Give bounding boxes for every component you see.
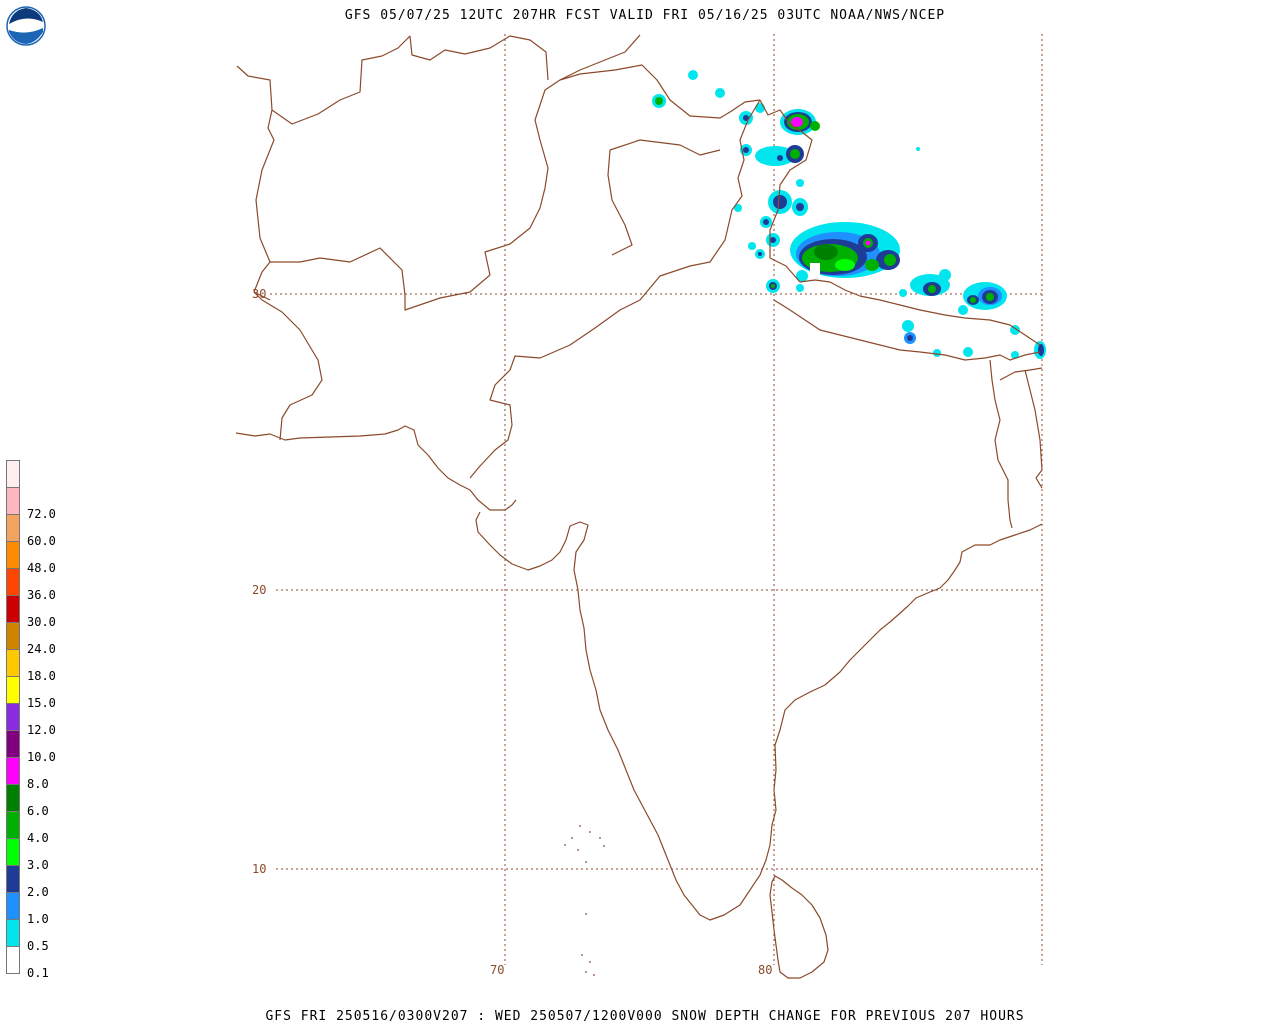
legend-swatch xyxy=(6,839,20,866)
legend-swatch xyxy=(6,623,20,650)
legend-swatch xyxy=(6,920,20,947)
snow-blob-cluster-nepal xyxy=(899,269,1046,359)
legend-label: 15.0 xyxy=(27,696,56,710)
border-afghanistan-iran xyxy=(236,65,275,301)
border-iran-pakistan xyxy=(253,291,323,441)
legend-label: 8.0 xyxy=(27,777,49,791)
legend-swatch xyxy=(6,542,20,569)
lat-label-20: 20 xyxy=(252,583,267,597)
lon-label-70: 70 xyxy=(490,963,505,977)
legend-swatch xyxy=(6,460,20,488)
lon-label-80: 80 xyxy=(758,963,773,977)
border-india-nepal xyxy=(773,299,1041,361)
border-bangladesh-east xyxy=(1024,369,1043,489)
coastline-west-india xyxy=(577,523,1043,921)
legend-swatch xyxy=(6,731,20,758)
coastline-gujarat xyxy=(475,511,589,591)
border-bangladesh xyxy=(989,359,1013,529)
legend-label: 10.0 xyxy=(27,750,56,764)
legend-swatch xyxy=(6,596,20,623)
legend-swatch xyxy=(6,947,20,974)
legend-label: 24.0 xyxy=(27,642,56,656)
legend-label: 36.0 xyxy=(27,588,56,602)
border-afghanistan-pakistan xyxy=(270,64,761,311)
legend-label: 4.0 xyxy=(27,831,49,845)
lakshadweep-islands xyxy=(564,825,605,976)
gridlines xyxy=(270,34,1043,965)
legend-label: 30.0 xyxy=(27,615,56,629)
legend-label: 0.5 xyxy=(27,939,49,953)
border-bhutan xyxy=(999,367,1043,381)
coastline-sri-lanka xyxy=(769,875,829,979)
snow-depth-areas xyxy=(652,70,1046,359)
legend-swatch xyxy=(6,650,20,677)
legend-swatch xyxy=(6,812,20,839)
snow-blob-cluster-north xyxy=(652,70,920,187)
coastline-makran xyxy=(235,425,517,511)
color-legend: 72.0 60.0 48.0 36.0 30.0 24.0 18.0 15.0 12.0 10.0… xyxy=(6,460,56,980)
border-kashmir xyxy=(609,139,721,156)
legend-label: 0.1 xyxy=(27,966,49,980)
legend-swatch xyxy=(6,704,20,731)
lat-label-30: 30 xyxy=(252,287,267,301)
legend-label: 72.0 xyxy=(27,507,56,521)
legend-label: 18.0 xyxy=(27,669,56,683)
legend-swatch xyxy=(6,785,20,812)
legend-label: 60.0 xyxy=(27,534,56,548)
legend-label: 1.0 xyxy=(27,912,49,926)
legend-label: 48.0 xyxy=(27,561,56,575)
legend-label: 3.0 xyxy=(27,858,49,872)
border-pakistan-internal xyxy=(607,149,633,256)
legend-label: 6.0 xyxy=(27,804,49,818)
border-pakistan-india xyxy=(469,99,761,479)
coastline-and-borders xyxy=(235,34,1043,979)
legend-label: 2.0 xyxy=(27,885,49,899)
legend-swatch xyxy=(6,488,20,515)
legend-swatch xyxy=(6,569,20,596)
legend-swatch xyxy=(6,866,20,893)
border-afghanistan-north xyxy=(271,35,411,125)
legend-swatch xyxy=(6,677,20,704)
noaa-logo-icon: NOAA xyxy=(6,6,46,46)
border-afghanistan-northeast xyxy=(409,35,549,81)
legend-swatch xyxy=(6,893,20,920)
map-caption: GFS FRI 250516/0300V207 : WED 250507/120… xyxy=(265,1009,1025,1024)
snow-blob-cluster-west-himalaya xyxy=(734,190,808,259)
legend-swatch xyxy=(6,515,20,542)
svg-text:NOAA: NOAA xyxy=(16,22,37,30)
border-wakhan xyxy=(559,34,641,81)
legend-swatch xyxy=(6,758,20,785)
border-india-china-north xyxy=(759,99,831,283)
lat-label-10: 10 xyxy=(252,862,267,876)
snow-blob-cluster-uttarakhand xyxy=(766,222,900,293)
map-title: GFS 05/07/25 12UTC 207HR FCST VALID FRI … xyxy=(344,8,946,23)
border-nepal-china xyxy=(829,281,1041,346)
legend-label: 12.0 xyxy=(27,723,56,737)
